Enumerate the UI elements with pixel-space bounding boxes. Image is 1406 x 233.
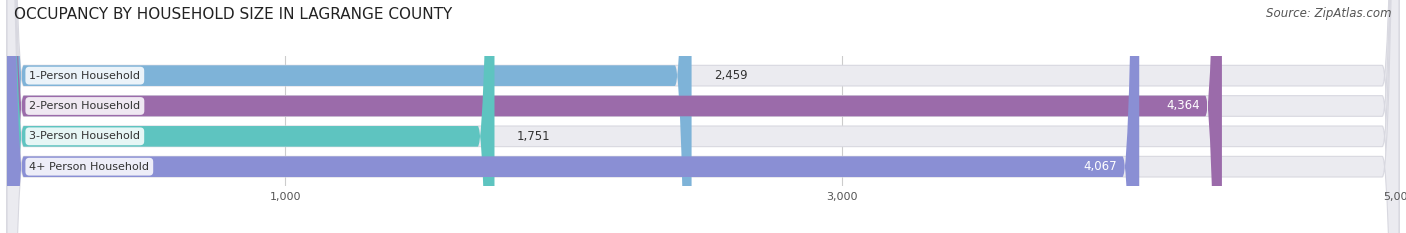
Text: 4,364: 4,364 bbox=[1166, 99, 1199, 113]
FancyBboxPatch shape bbox=[7, 0, 1399, 233]
Text: Source: ZipAtlas.com: Source: ZipAtlas.com bbox=[1267, 7, 1392, 20]
FancyBboxPatch shape bbox=[7, 0, 495, 233]
Text: OCCUPANCY BY HOUSEHOLD SIZE IN LAGRANGE COUNTY: OCCUPANCY BY HOUSEHOLD SIZE IN LAGRANGE … bbox=[14, 7, 453, 22]
FancyBboxPatch shape bbox=[7, 0, 1222, 233]
FancyBboxPatch shape bbox=[7, 0, 692, 233]
Text: 2,459: 2,459 bbox=[714, 69, 748, 82]
FancyBboxPatch shape bbox=[7, 0, 1399, 233]
Text: 1-Person Household: 1-Person Household bbox=[30, 71, 141, 81]
Text: 4,067: 4,067 bbox=[1084, 160, 1116, 173]
Text: 4+ Person Household: 4+ Person Household bbox=[30, 162, 149, 172]
FancyBboxPatch shape bbox=[7, 0, 1139, 233]
Text: 1,751: 1,751 bbox=[517, 130, 550, 143]
Text: 2-Person Household: 2-Person Household bbox=[30, 101, 141, 111]
Text: 3-Person Household: 3-Person Household bbox=[30, 131, 141, 141]
FancyBboxPatch shape bbox=[7, 0, 1399, 233]
FancyBboxPatch shape bbox=[7, 0, 1399, 233]
